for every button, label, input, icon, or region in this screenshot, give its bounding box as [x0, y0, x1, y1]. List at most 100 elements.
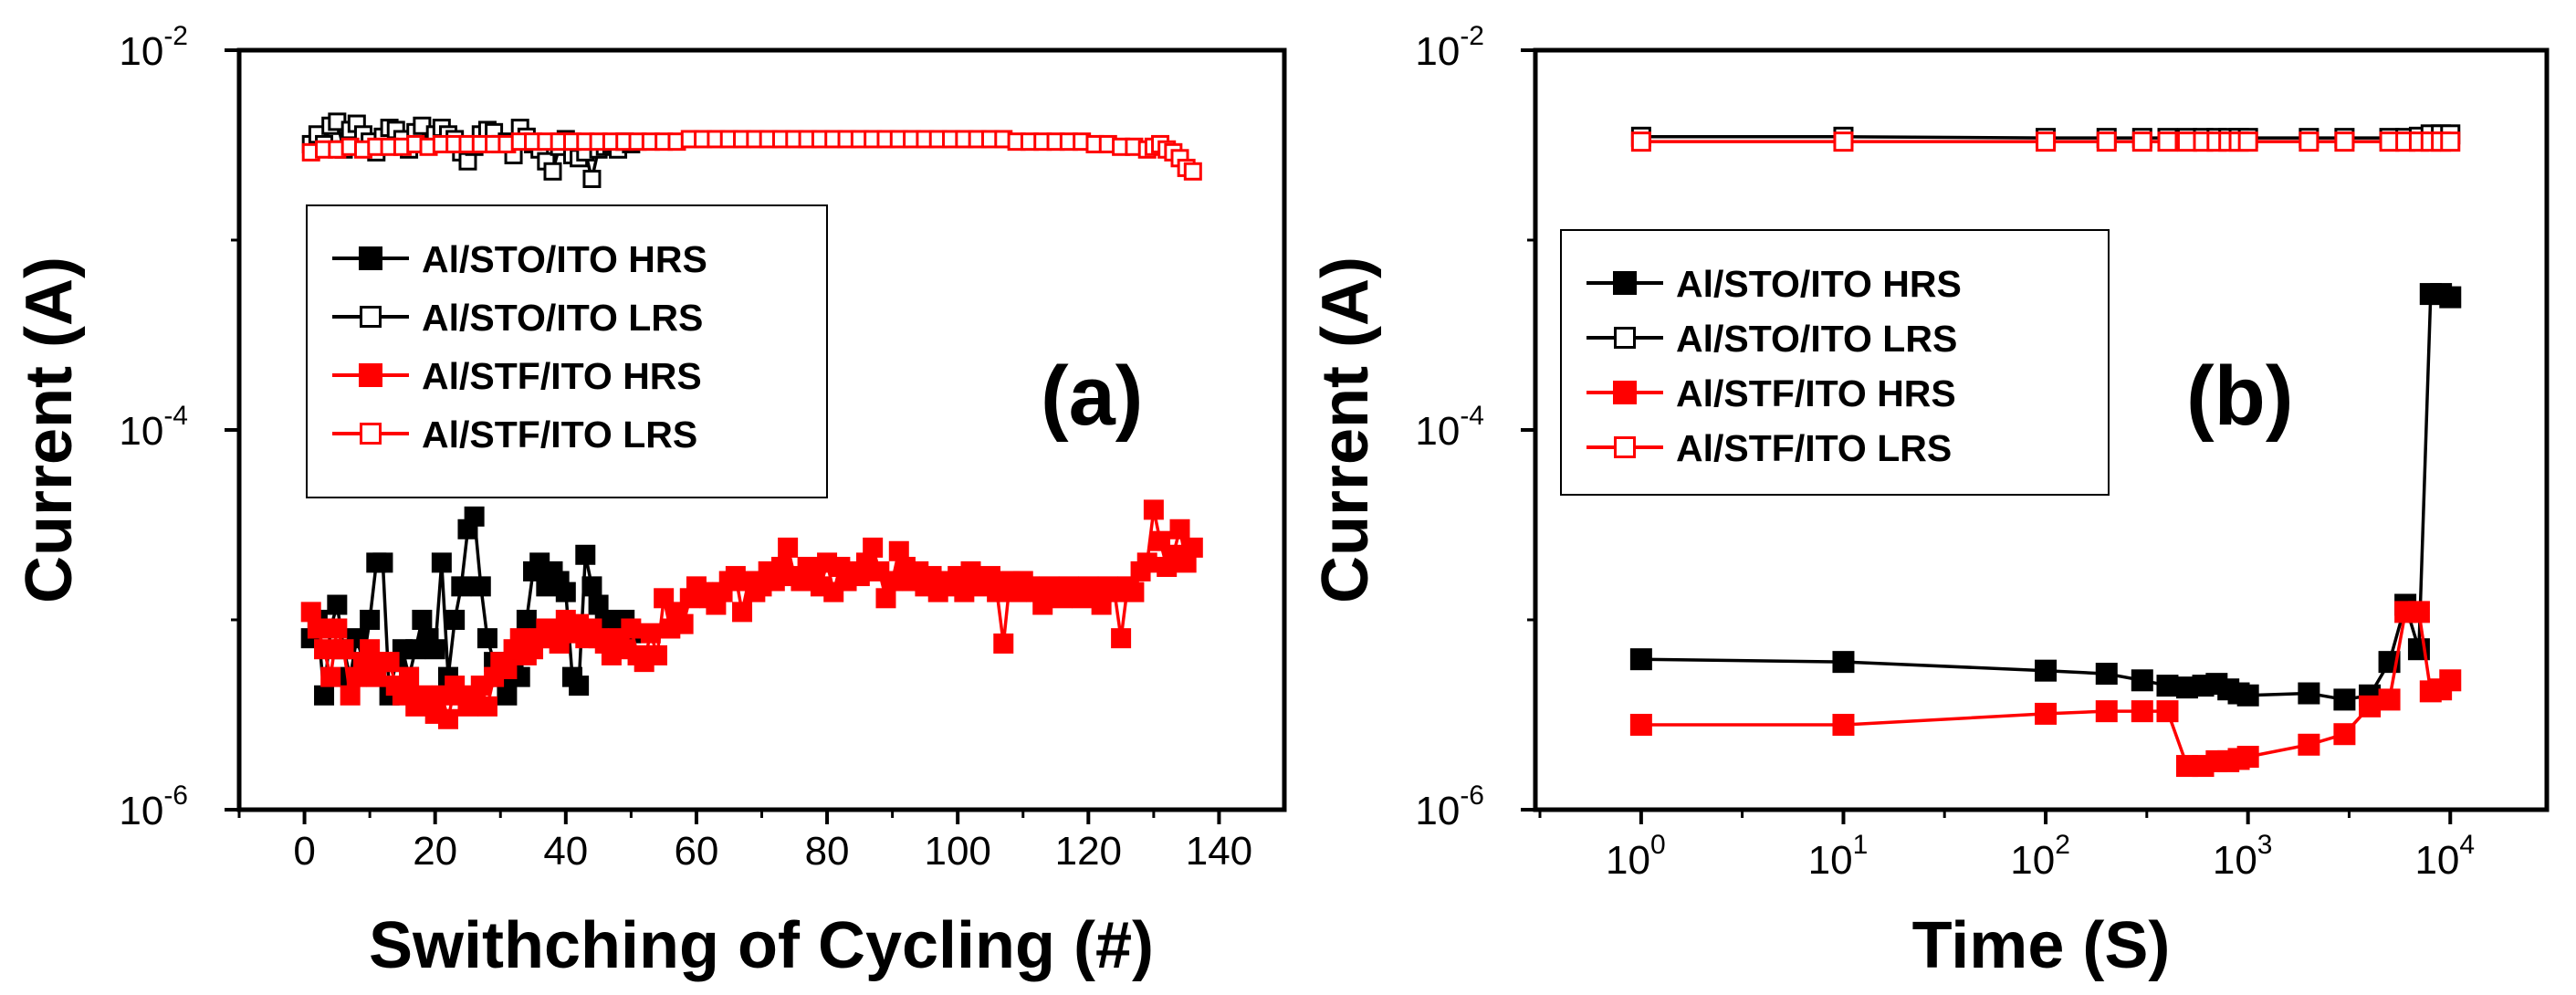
panel-a-data-point — [340, 685, 361, 706]
panel-b-series-al-sto-ito-hrs — [1629, 283, 2462, 711]
panel-b-data-point — [2131, 131, 2152, 152]
panel-b-legend-marker — [1614, 327, 1636, 349]
panel-b-x-tick-label-exponent: 0 — [1650, 830, 1666, 860]
panel-a-x-tick-label: 40 — [543, 829, 588, 874]
panel-b-legend-box — [1560, 229, 2110, 496]
panel-a-label: (a) — [1041, 350, 1143, 443]
panel-a-legend-entry-al-stf-ito-hrs: Al/STF/ITO HRS — [422, 355, 702, 397]
panel-b-data-point — [2236, 684, 2259, 707]
panel-a-data-point — [581, 576, 602, 597]
panel-a-x-tick-label: 0 — [293, 829, 315, 874]
panel-a-y-tick-label: 10-4 — [119, 401, 188, 454]
panel-a-data-point — [412, 610, 433, 630]
panel-a-data-point — [445, 610, 466, 630]
panel-a-y-tick-label-exponent: -2 — [163, 21, 188, 51]
panel-a-legend-box — [306, 204, 828, 498]
panel-b-y-axis-title: Current (A) — [1309, 257, 1382, 603]
panel-a-data-point — [438, 708, 458, 729]
panel-a-legend: Al/STO/ITO HRS Al/STO/ITO LRS Al/STF/ITO H… — [306, 204, 828, 498]
panel-b-y-tick-label-base: 10 — [1415, 409, 1460, 454]
panel-a-data-point — [875, 588, 896, 609]
panel-a-y-tick-label: 10-2 — [119, 21, 188, 74]
panel-a-data-point — [555, 581, 576, 602]
panel-b-x-tick-label-base: 10 — [2414, 838, 2459, 883]
panel-a-data-point — [621, 618, 642, 639]
panel-b-y-tick-label-exponent: -2 — [1460, 21, 1484, 51]
panel-a-x-tick-label: 140 — [1186, 829, 1252, 874]
panel-b-data-point — [2378, 688, 2401, 711]
panel-a-data-point — [497, 659, 518, 680]
panel-a-data-point — [640, 623, 661, 644]
panel-b-data-point — [2440, 131, 2461, 152]
panel-a-data-point — [476, 628, 497, 649]
panel-a-data-point — [1143, 499, 1164, 520]
panel-b-data-point — [2299, 131, 2319, 152]
panel-b-data-point — [2439, 286, 2462, 309]
panel-a-data-point — [647, 644, 667, 665]
panel-a-data-point — [451, 576, 472, 597]
panel-a-data-point — [516, 610, 537, 630]
panel-b-x-tick-label-base: 10 — [1606, 838, 1650, 883]
panel-b-data-point — [2439, 669, 2462, 692]
panel-a-series-al-stf-ito-hrs — [300, 499, 1203, 729]
panel-b-data-point — [1629, 713, 1652, 736]
panel-a-data-point — [582, 169, 602, 188]
panel-a-data-point — [543, 162, 562, 181]
panel-b-data-point — [2298, 733, 2320, 756]
panel-a-x-tick-label: 60 — [674, 829, 718, 874]
panel-a-data-point — [1183, 162, 1202, 181]
panel-a-plot-area — [300, 112, 1203, 729]
panel-a-data-point — [307, 618, 328, 639]
panel-a-data-point — [360, 610, 381, 630]
panel-a-y-axis-title: Current (A) — [13, 257, 86, 603]
panel-a-data-point — [327, 618, 348, 639]
panel-b-legend-entry-al-sto-ito-lrs: Al/STO/ITO LRS — [1676, 318, 1957, 360]
panel-a-data-point — [379, 652, 400, 673]
panel-a-data-point — [1124, 581, 1145, 602]
panel-b-data-point — [2236, 746, 2259, 769]
panel-b-data-point — [2334, 131, 2355, 152]
panel-a-y-tick-label-base: 10 — [119, 29, 163, 74]
panel-b-data-point — [2156, 700, 2179, 723]
panel-b-data-point — [2131, 700, 2153, 723]
panel-a-data-point — [569, 676, 590, 696]
panel-b-x-tick-label-base: 10 — [2010, 838, 2055, 883]
panel-b-y-tick-label: 10-4 — [1415, 401, 1484, 454]
panel-a-data-point — [424, 639, 445, 660]
panel-a-y-tick-label-exponent: -6 — [163, 780, 188, 811]
panel-b-x-tick-label: 100 — [1606, 830, 1666, 883]
panel-b-y-tick-label-exponent: -6 — [1460, 780, 1484, 811]
panel-a-data-point — [333, 639, 354, 660]
panel-a-data-point — [372, 552, 393, 573]
panel-b-legend: Al/STO/ITO HRS Al/STO/ITO LRS Al/STF/ITO H… — [1560, 229, 2110, 496]
panel-a-data-point — [1111, 628, 1132, 649]
panel-b-data-point — [1629, 648, 1652, 671]
panel-b-data-point — [2156, 675, 2179, 697]
panel-b-x-tick-label: 103 — [2213, 830, 2273, 883]
panel-b-y-tick-label-base: 10 — [1415, 29, 1460, 74]
panel-b-legend-entry-al-stf-ito-hrs: Al/STF/ITO HRS — [1676, 372, 1956, 414]
panel-a-legend-entry-al-stf-ito-lrs: Al/STF/ITO LRS — [422, 414, 697, 456]
panel-a-data-point — [1136, 552, 1157, 573]
panel-b-data-point — [2131, 669, 2153, 692]
panel-a-y-tick-label-base: 10 — [119, 789, 163, 833]
panel-b-y-tick-label-base: 10 — [1415, 789, 1460, 833]
panel-b-x-tick-label-base: 10 — [1808, 838, 1853, 883]
panel-a-legend-entry-al-sto-ito-lrs: Al/STO/ITO LRS — [422, 297, 703, 339]
panel-a-data-point — [476, 696, 497, 717]
panel-a-data-point — [575, 544, 596, 565]
panel-b-x-tick-label-exponent: 1 — [1853, 830, 1869, 860]
panel-b-data-point — [1832, 651, 1855, 674]
panel-b-y-tick-label: 10-6 — [1415, 780, 1484, 833]
panel-b-plot-area — [1629, 124, 2462, 778]
panel-b-x-tick-label-exponent: 4 — [2459, 830, 2475, 860]
panel-b-data-point — [2157, 131, 2178, 152]
panel-b-data-point — [2095, 700, 2118, 723]
panel-a-x-axis-title: Swithching of Cycling (#) — [369, 909, 1154, 982]
panel-a-y-tick-label-base: 10 — [119, 409, 163, 454]
panel-a-data-point — [431, 552, 452, 573]
panel-b-series-line — [1640, 610, 2452, 768]
